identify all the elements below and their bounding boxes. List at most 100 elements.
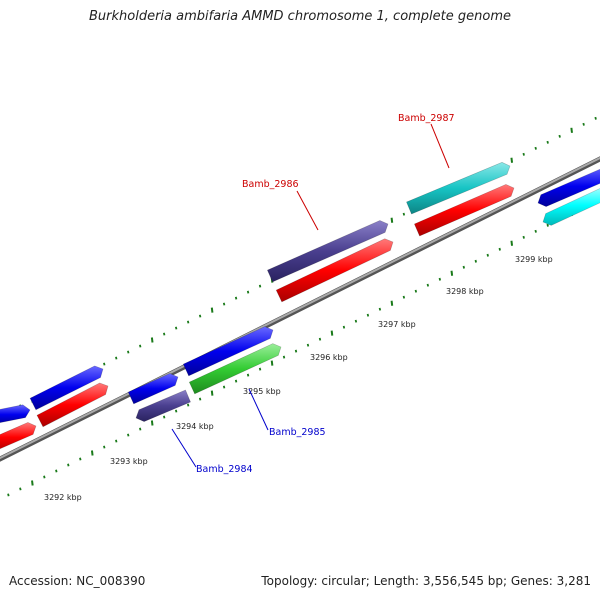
tick-mark xyxy=(390,300,394,306)
tick-mark xyxy=(426,283,430,287)
tick-mark xyxy=(163,332,166,336)
tick-mark xyxy=(103,445,106,449)
tick-mark xyxy=(19,487,22,491)
tick-mark xyxy=(139,344,142,348)
tick-mark xyxy=(390,217,394,223)
gene-arrow-red[interactable] xyxy=(414,184,515,237)
tick-mark xyxy=(474,259,477,263)
map-title: Burkholderia ambifaria AMMD chromosome 1… xyxy=(88,9,512,24)
tick-mark xyxy=(186,403,190,407)
tick-mark xyxy=(294,349,298,353)
tick-mark xyxy=(378,307,382,311)
tick-mark xyxy=(258,284,262,288)
tick-mark xyxy=(234,379,238,383)
tick-mark xyxy=(79,457,82,461)
tick-mark xyxy=(342,325,346,329)
tick-mark xyxy=(55,469,58,473)
tick-mark xyxy=(522,152,525,156)
gene-label-bamb-2984[interactable]: Bamb_2984 xyxy=(196,464,253,475)
scale-label-3294: 3294 kbp xyxy=(176,422,214,431)
scale-label-3298: 3298 kbp xyxy=(446,287,484,296)
tick-mark xyxy=(282,355,286,359)
tick-mark xyxy=(139,427,142,431)
tick-mark xyxy=(534,146,537,150)
gene-arrow-cyan[interactable] xyxy=(542,185,600,226)
gene-arrow-red[interactable] xyxy=(275,238,394,303)
tick-mark xyxy=(546,223,549,227)
tick-mark xyxy=(127,350,130,354)
tick-mark xyxy=(163,415,166,419)
scale-label-3292: 3292 kbp xyxy=(44,493,82,502)
accession-text: Accession: NC_008390 xyxy=(9,574,146,588)
tick-mark xyxy=(438,277,442,281)
tick-mark xyxy=(306,343,310,347)
scale-labels: 3292 kbp 3293 kbp 3294 kbp 3295 kbp 3296… xyxy=(44,255,553,502)
tick-mark xyxy=(534,229,537,233)
gene-arrow-blue[interactable] xyxy=(537,166,600,207)
tick-mark xyxy=(150,337,154,343)
chromosome-backbone xyxy=(0,156,600,462)
tick-mark xyxy=(115,356,118,360)
gene-arrow-red[interactable] xyxy=(36,382,109,428)
gene-arrows xyxy=(0,161,600,452)
tick-mark xyxy=(174,326,178,330)
scale-label-3299: 3299 kbp xyxy=(515,255,553,264)
tick-mark xyxy=(246,290,250,294)
tick-mark xyxy=(174,409,178,413)
gene-arrow-bamb-2986[interactable] xyxy=(267,220,389,283)
gene-arrow-blue[interactable] xyxy=(0,404,31,425)
tick-mark xyxy=(510,240,514,246)
gene-arrow-red[interactable] xyxy=(0,422,37,452)
tick-mark xyxy=(90,450,94,456)
tick-mark xyxy=(198,397,202,401)
tick-mark xyxy=(222,385,226,389)
lower-tick-row xyxy=(7,199,597,497)
gene-label-callouts: Bamb_2984 Bamb_2985 Bamb_2986 Bamb_2987 xyxy=(171,113,455,475)
gene-arrow-bamb-2984[interactable] xyxy=(135,389,191,422)
tick-mark xyxy=(258,367,262,371)
tick-mark xyxy=(330,330,334,336)
tick-mark xyxy=(198,314,202,318)
gene-label-bamb-2986[interactable]: Bamb_2986 xyxy=(242,179,299,190)
tick-mark xyxy=(127,433,130,437)
tick-mark xyxy=(414,289,418,293)
gene-arrow-bamb-2985[interactable] xyxy=(188,343,282,395)
tick-mark xyxy=(546,140,549,144)
tick-mark xyxy=(366,313,370,317)
tick-mark xyxy=(510,157,514,163)
gene-arrow-blue[interactable] xyxy=(182,326,274,377)
tick-mark xyxy=(103,362,106,366)
topology-text: Topology: circular; Length: 3,556,545 bp… xyxy=(261,574,591,588)
tick-mark xyxy=(450,270,454,276)
tick-mark xyxy=(246,373,250,377)
tick-mark xyxy=(582,122,585,126)
tick-mark xyxy=(270,360,274,366)
scale-label-3295: 3295 kbp xyxy=(243,387,281,396)
tick-mark xyxy=(522,235,525,239)
tick-mark xyxy=(7,493,10,497)
tick-mark xyxy=(210,390,214,396)
tick-mark xyxy=(150,420,154,426)
tick-mark xyxy=(43,475,46,479)
gene-label-bamb-2985[interactable]: Bamb_2985 xyxy=(269,427,326,438)
tick-mark xyxy=(67,463,70,467)
tick-mark xyxy=(186,320,190,324)
tick-mark xyxy=(402,212,406,216)
tick-mark xyxy=(115,439,118,443)
tick-mark xyxy=(558,134,561,138)
gene-arrow-blue[interactable] xyxy=(29,365,104,411)
tick-mark xyxy=(570,127,573,133)
tick-mark xyxy=(486,253,489,257)
scale-label-3297: 3297 kbp xyxy=(378,320,416,329)
tick-mark xyxy=(210,307,214,313)
tick-mark xyxy=(462,265,465,269)
gene-label-bamb-2987[interactable]: Bamb_2987 xyxy=(398,113,455,124)
tick-mark xyxy=(594,116,597,120)
tick-mark xyxy=(222,302,226,306)
gene-arrow-blue[interactable] xyxy=(127,373,179,405)
tick-mark xyxy=(234,296,238,300)
gene-arrow-bamb-2987[interactable] xyxy=(406,161,511,215)
tick-mark xyxy=(318,337,322,341)
scale-label-3296: 3296 kbp xyxy=(310,353,348,362)
